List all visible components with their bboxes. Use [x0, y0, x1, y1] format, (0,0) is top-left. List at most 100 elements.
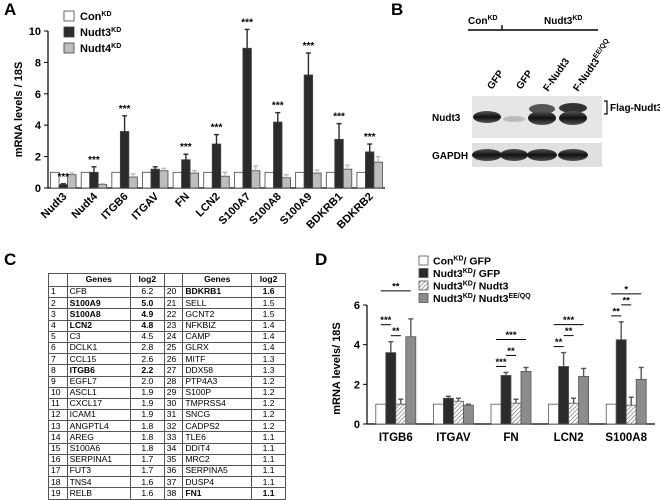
a-bar	[281, 177, 291, 189]
d-bar	[568, 402, 580, 425]
a-significance-label: ***	[119, 104, 131, 115]
table-cell: 24	[163, 330, 184, 343]
table-cell: 14	[48, 431, 68, 444]
western-blot-b: ConKD Nudt3KD GFP GFP F-Nudt3 F-Nudt3EE/…	[432, 15, 660, 167]
a-significance-label: ***	[180, 142, 192, 153]
table-cell: 35	[163, 453, 184, 467]
d-y-tick-label: 4	[354, 340, 361, 352]
d-bar	[385, 352, 397, 425]
table-cell: RELB	[66, 487, 131, 500]
table-cell: 33	[163, 431, 184, 444]
a-significance-label: ***	[303, 41, 315, 52]
d-bar	[442, 397, 454, 425]
table-cell: TMPRSS4	[182, 397, 253, 411]
table-cell: S100A8	[66, 308, 131, 321]
table-cell: 5.0	[129, 297, 165, 310]
blot-row-nudt3-label: Nudt3	[432, 113, 461, 124]
table-row: 1 CFB 6.2 20 BDKRB1 1.6	[48, 285, 286, 299]
a-bar	[303, 74, 314, 189]
table-cell: 4.5	[129, 330, 165, 343]
table-row: 19 RELB 1.6 38 FN1 1.1	[48, 487, 286, 500]
d-legend-rest: / GFP	[473, 268, 500, 280]
table-cell: 20	[163, 285, 184, 299]
d-significance-label: **	[622, 295, 630, 306]
table-cell: 7	[48, 353, 68, 366]
d-legend-label: ConKD/ GFP	[433, 256, 491, 268]
table-cell: 1.7	[129, 453, 165, 467]
table-cell: 1.8	[129, 442, 165, 455]
table-cell: 1.1	[251, 487, 286, 500]
table-row: 4 LCN2 4.8 23 NFKBIZ 1.4	[48, 319, 286, 332]
d-bar	[578, 376, 590, 425]
d-y-tick-label: 6	[354, 300, 360, 312]
table-cell: MRC2	[182, 453, 253, 467]
table-cell: LCN2	[66, 319, 131, 332]
table-header-cell: log2	[129, 273, 165, 287]
table-cell: 2.2	[129, 364, 165, 377]
a-bar	[312, 172, 322, 189]
d-y-axis-label: mRNA levels/ 18S	[331, 322, 343, 415]
table-row: 2 S100A9 5.0 21 SELL 1.5	[48, 297, 286, 310]
table-cell: 1.1	[251, 453, 286, 467]
table-cell: 1.9	[129, 386, 165, 399]
d-bar	[615, 339, 627, 425]
table-cell: CCL15	[66, 353, 131, 366]
a-bar	[181, 159, 191, 189]
a-bar	[295, 171, 305, 189]
table-row: 3 S100A8 4.9 22 GCNT2 1.5	[48, 308, 286, 321]
table-cell: 1.9	[129, 397, 165, 411]
chart-d: 0 2 4 6 mRNA levels/ 18S ITGB6 ITGAV FN LCN2 S100…	[331, 256, 655, 444]
table-cell: 1.1	[251, 464, 286, 478]
d-bar	[548, 403, 560, 425]
a-legend-sup: KD	[111, 27, 121, 34]
table-cell: 26	[163, 353, 184, 366]
table-cell: DUSP4	[182, 476, 253, 489]
a-bar	[211, 143, 222, 189]
table-cell: DCLK1	[66, 341, 131, 355]
blot-band-gapdh-lane4	[558, 149, 588, 161]
table-row: 11 CXCL17 1.9 30 TMPRSS4 1.2	[48, 397, 286, 411]
a-legend-swatch	[63, 26, 75, 38]
table-cell: 1.4	[251, 330, 286, 343]
table-row: 18 TNS4 1.6 37 DUSP4 1.1	[48, 476, 286, 489]
table-cell: 4.9	[129, 308, 165, 321]
d-legend-swatch	[418, 280, 429, 291]
d-bar	[510, 402, 522, 425]
table-row: 13 ANGPTL4 1.8 32 CADPS2 1.2	[48, 420, 286, 433]
blot-lane-4: F-Nudt3EE/QQ	[571, 37, 616, 93]
a-legend-swatch	[63, 10, 75, 22]
d-bar	[625, 404, 637, 425]
d-category-label: ITGB6	[379, 432, 413, 444]
a-legend-label: Nudt4KD	[80, 43, 121, 55]
table-cell: 12	[48, 409, 68, 422]
table-row: 7 CCL15 2.6 26 MITF 1.3	[48, 353, 286, 366]
a-significance-label: ***	[57, 172, 69, 183]
table-cell: 30	[163, 397, 184, 411]
a-legend-sup: KD	[101, 11, 111, 18]
table-cell: DDIT4	[182, 442, 253, 455]
d-y-tick-label: 2	[354, 379, 360, 391]
table-cell: 16	[48, 453, 68, 467]
d-significance-label: ***	[563, 315, 574, 326]
table-cell: 15	[48, 442, 68, 455]
d-bar	[558, 366, 570, 425]
table-cell: 2.8	[129, 341, 165, 355]
a-category-label: Nudt3	[39, 191, 70, 222]
table-cell: 1.3	[251, 353, 286, 366]
d-significance-label: **	[612, 306, 620, 317]
table-row: 12 ICAM1 1.9 31 SNCG 1.2	[48, 409, 286, 422]
d-legend-sup: KD	[463, 281, 473, 288]
table-cell: 1.8	[129, 420, 165, 433]
table-cell: 1.5	[251, 308, 286, 321]
table-cell: CAMP	[182, 330, 253, 343]
a-bar	[365, 151, 375, 189]
table-cell: SELL	[182, 297, 253, 310]
a-y-tick-label: 8	[35, 57, 41, 69]
a-category-label: ITGAV	[130, 190, 162, 222]
table-cell: 1.2	[251, 375, 286, 388]
a-bar	[203, 171, 213, 189]
table-cell: FUT3	[66, 464, 131, 478]
table-cell: 28	[163, 375, 184, 388]
a-bar	[264, 171, 274, 189]
